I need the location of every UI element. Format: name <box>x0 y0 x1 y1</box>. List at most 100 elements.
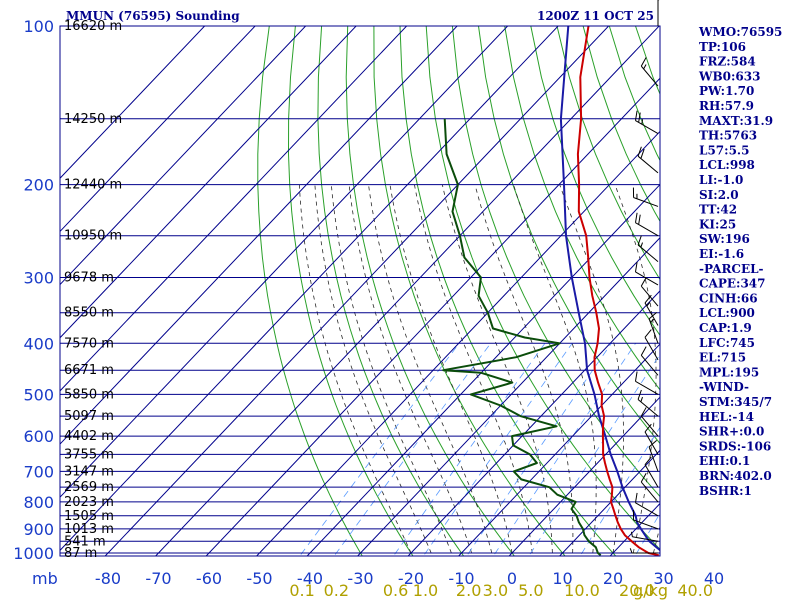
wind-barb <box>644 329 659 361</box>
isotherm <box>508 396 660 556</box>
barb-staff <box>644 337 659 361</box>
barb-flag <box>638 112 641 123</box>
wind-barb <box>630 531 659 542</box>
temperature-tick-label: 10 <box>552 569 572 588</box>
barb-flag <box>637 389 642 400</box>
wind-barb <box>640 473 659 503</box>
barb-staff <box>635 222 659 237</box>
temperature-tick-label: -80 <box>95 569 121 588</box>
wind-barb <box>644 294 659 326</box>
wind-barb <box>637 389 659 417</box>
plot-frame <box>59 25 661 557</box>
barb-staff <box>644 464 659 488</box>
barb-flag <box>644 423 652 433</box>
height-label: 1505 m <box>64 509 114 524</box>
moist-adiabat <box>614 184 657 554</box>
pressure-unit-label: mb <box>32 569 58 588</box>
index-line: SI:2.0 <box>699 188 739 202</box>
index-line: LI:-1.0 <box>699 173 743 187</box>
height-label: 3755 m <box>64 447 114 462</box>
moist-adiabat <box>330 184 452 554</box>
height-label: 3147 m <box>64 464 114 479</box>
barb-flag <box>634 212 638 223</box>
pressure-tick-label: 100 <box>23 17 54 36</box>
mixing-ratio-label: 0.1 <box>289 581 314 600</box>
barb-staff <box>640 355 659 376</box>
index-line: CAPE:347 <box>699 277 766 291</box>
mixing-ratio-label: 2.0 <box>456 581 481 600</box>
mixing-ratio-line <box>492 343 636 556</box>
index-line: KI:25 <box>699 217 736 231</box>
isotherm <box>60 26 206 179</box>
pressure-tick-label: 300 <box>23 268 54 287</box>
mixing-ratio-line <box>579 426 660 556</box>
wind-barb <box>634 371 659 395</box>
wind-barb <box>637 235 659 263</box>
barb-flag <box>643 64 647 70</box>
index-line: RH:57.9 <box>699 99 754 113</box>
barb-flag <box>644 456 652 465</box>
temperature-tick-label: -10 <box>448 569 474 588</box>
index-line: LFC:745 <box>699 336 755 350</box>
isotherm <box>407 290 660 556</box>
index-line: LCL:998 <box>699 158 755 172</box>
index-line: MPL:195 <box>699 365 759 379</box>
wind-barb <box>657 0 660 26</box>
barb-flag <box>634 492 638 503</box>
index-line: L57:5.5 <box>699 143 749 157</box>
dry-adiabat <box>792 26 800 564</box>
barb-staff <box>633 519 659 530</box>
index-line: WB0:633 <box>698 69 760 83</box>
mixing-ratio-label: 0.2 <box>324 581 349 600</box>
barb-staff <box>632 536 659 542</box>
dry-adiabat <box>530 26 660 337</box>
grid-layer <box>60 26 800 564</box>
barb-staff <box>637 155 659 174</box>
temperature-tick-label: 0 <box>507 569 517 588</box>
barb-flag <box>644 329 652 338</box>
dewpoint-trace <box>442 118 602 556</box>
mixing-ratio-line <box>528 353 660 556</box>
index-line: EL:715 <box>699 351 746 365</box>
index-line: FRZ:584 <box>699 55 756 69</box>
isotherm <box>60 26 307 286</box>
barb-staff <box>644 302 659 326</box>
wind-barb <box>640 346 659 376</box>
temperature-tick-label: 40 <box>704 569 724 588</box>
dry-adiabat <box>582 26 660 223</box>
mixing-ratio-label: 1.0 <box>413 581 438 600</box>
isotherm <box>154 26 660 556</box>
station-title: MMUN (76595) Sounding <box>66 9 240 23</box>
height-label: 10950 m <box>64 229 122 244</box>
moist-adiabat <box>368 184 493 554</box>
height-label: 2569 m <box>64 480 114 495</box>
barb-staff <box>635 380 659 395</box>
index-line: SW:196 <box>699 232 750 246</box>
index-line: TH:5763 <box>699 129 757 143</box>
isotherm <box>60 26 559 552</box>
index-line: EHI:0.1 <box>699 454 750 468</box>
index-line: -PARCEL- <box>699 262 764 276</box>
barb-flag <box>634 261 638 273</box>
barb-staff <box>637 244 659 263</box>
temperature-tick-label: -30 <box>347 569 373 588</box>
temperature-tick-label: -50 <box>246 569 272 588</box>
height-label: 16620 m <box>64 19 122 34</box>
index-line: WMO:76595 <box>698 25 782 39</box>
height-label: 5097 m <box>64 409 114 424</box>
profile-layer <box>442 26 660 556</box>
height-label: 87 m <box>64 546 97 561</box>
mixing-ratio-line <box>333 343 492 556</box>
pressure-tick-label: 1000 <box>13 544 54 563</box>
mixing-ratio-line <box>299 343 460 556</box>
dry-adiabat <box>556 26 660 281</box>
temperature-tick-label: -20 <box>398 569 424 588</box>
barb-flag <box>640 57 647 67</box>
barb-flag <box>634 110 638 121</box>
barb-flag <box>641 119 644 125</box>
wind-barb <box>644 423 659 455</box>
mixing-ratio-label: 3.0 <box>483 581 508 600</box>
barb-staff <box>635 120 659 135</box>
mixing-ratio-label: 0.6 <box>383 581 408 600</box>
